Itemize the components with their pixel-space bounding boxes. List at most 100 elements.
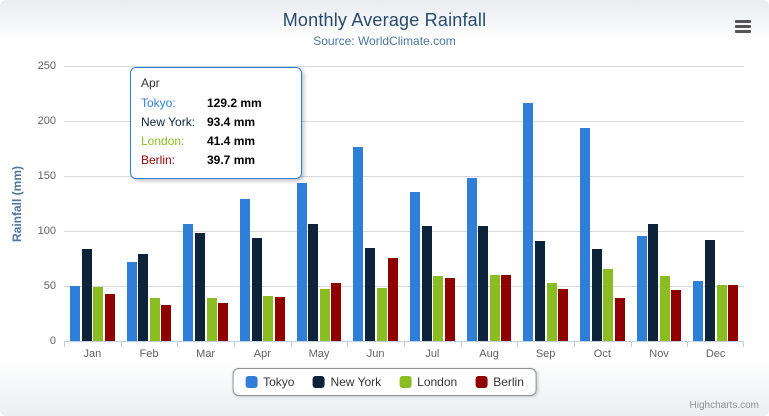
bar-new-york-oct[interactable] [591, 249, 602, 341]
x-axis-tick [177, 342, 179, 347]
bar-london-jan[interactable] [93, 287, 104, 341]
bar-berlin-apr[interactable] [274, 297, 285, 341]
bar-tokyo-may[interactable] [296, 182, 307, 341]
legend-label-tokyo: Tokyo [263, 375, 295, 389]
bar-tokyo-jun[interactable] [353, 147, 364, 341]
bar-london-feb[interactable] [149, 298, 160, 341]
credits-link[interactable]: Highcharts.com [689, 400, 759, 411]
export-menu-button[interactable] [732, 17, 754, 36]
x-axis-tick [630, 342, 632, 347]
bar-tokyo-oct[interactable] [579, 127, 590, 341]
hamburger-icon [735, 25, 751, 28]
bar-london-jul[interactable] [433, 276, 444, 341]
tooltip-rows: Tokyo: 129.2 mm New York: 93.4 mm London: 41.… [141, 94, 291, 170]
tooltip-series-name: Berlin: [141, 153, 176, 167]
tooltip-series-name: New York: [141, 115, 196, 129]
legend-label-london: London [417, 375, 458, 389]
tooltip-row: Berlin: 39.7 mm [141, 151, 291, 170]
hamburger-icon [735, 20, 751, 23]
bar-berlin-may[interactable] [331, 283, 342, 341]
bar-berlin-sep[interactable] [558, 288, 569, 341]
bar-london-dec[interactable] [716, 284, 727, 341]
x-axis-label: Feb [139, 348, 159, 360]
x-axis-label: Apr [253, 348, 271, 360]
legend-label-new-york: New York [330, 375, 382, 389]
y-axis-label: 150 [37, 170, 56, 182]
x-axis-label: Dec [705, 348, 726, 360]
bar-berlin-jun[interactable] [388, 258, 399, 341]
bar-berlin-mar[interactable] [218, 303, 229, 341]
bar-london-aug[interactable] [489, 275, 500, 341]
bar-london-nov[interactable] [659, 275, 670, 341]
x-axis-label: Oct [593, 348, 611, 360]
bar-new-york-sep[interactable] [534, 240, 545, 341]
bar-new-york-jan[interactable] [81, 249, 92, 341]
bar-new-york-nov[interactable] [648, 223, 659, 341]
bar-london-mar[interactable] [206, 297, 217, 341]
bar-new-york-apr[interactable] [251, 238, 262, 341]
x-axis-tick [404, 342, 405, 347]
bar-tokyo-sep[interactable] [523, 103, 534, 341]
tooltip-row: New York: 93.4 mm [141, 113, 291, 132]
bar-tokyo-dec[interactable] [693, 281, 704, 341]
bar-berlin-feb[interactable] [161, 304, 172, 341]
bar-new-york-mar[interactable] [194, 232, 205, 341]
plot-area: 0 50 100 150 200 250 Jan Feb Mar Apr May Jun Jul Aug S… [38, 60, 744, 360]
legend: Tokyo New York London Berlin [232, 368, 537, 396]
bar-tokyo-jul[interactable] [409, 191, 420, 341]
tooltip-series-name: Tokyo: [141, 96, 176, 110]
legend-item-berlin[interactable]: Berlin [475, 375, 524, 389]
bar-tokyo-nov[interactable] [636, 235, 647, 341]
bar-berlin-jan[interactable] [104, 294, 115, 341]
y-axis-label: 200 [37, 115, 56, 127]
bar-tokyo-jan[interactable] [69, 286, 80, 341]
y-axis-title: Rainfall (mm) [10, 165, 24, 243]
x-axis-tick [743, 342, 744, 347]
chart-subtitle: Source: WorldClimate.com [313, 34, 456, 48]
gridline [64, 176, 744, 177]
x-axis-tick [687, 342, 689, 347]
bar-london-oct[interactable] [603, 269, 614, 341]
x-axis-tick [517, 342, 519, 347]
bar-berlin-oct[interactable] [614, 298, 625, 341]
bar-london-apr[interactable] [263, 295, 274, 341]
bar-new-york-aug[interactable] [478, 226, 489, 341]
bar-berlin-dec[interactable] [728, 284, 739, 341]
bar-new-york-may[interactable] [308, 224, 319, 341]
legend-item-tokyo[interactable]: Tokyo [245, 375, 294, 389]
bar-berlin-jul[interactable] [444, 277, 455, 341]
legend-item-london[interactable]: London [399, 375, 457, 389]
legend-swatch-berlin [475, 376, 488, 388]
x-axis-tick [64, 342, 65, 347]
bar-berlin-nov[interactable] [671, 289, 682, 341]
tooltip-value: 39.7 mm [207, 153, 256, 167]
x-axis-label: Jul [425, 348, 440, 360]
bar-tokyo-mar[interactable] [183, 224, 194, 341]
bar-new-york-jun[interactable] [364, 248, 375, 341]
bar-tokyo-aug[interactable] [466, 177, 477, 341]
bar-london-sep[interactable] [546, 283, 557, 341]
hamburger-icon [735, 30, 751, 33]
bar-london-jun[interactable] [376, 287, 387, 341]
bar-new-york-jul[interactable] [421, 225, 432, 341]
legend-item-new-york[interactable]: New York [312, 375, 381, 389]
legend-swatch-new-york [312, 376, 325, 388]
x-axis-label: Aug [479, 348, 499, 360]
bar-new-york-dec[interactable] [704, 239, 715, 341]
gridline [64, 286, 744, 287]
x-axis-label: Nov [649, 348, 669, 360]
y-axis-label: 0 [49, 335, 56, 347]
bar-tokyo-feb[interactable] [126, 262, 137, 341]
bar-new-york-feb[interactable] [138, 254, 149, 341]
x-axis-tick [120, 342, 122, 347]
bar-london-may[interactable] [319, 289, 330, 341]
tooltip-category: Apr [141, 76, 160, 90]
legend-swatch-london [399, 376, 412, 388]
gridline [64, 231, 744, 232]
bar-tokyo-apr[interactable] [239, 198, 250, 341]
chart-title: Monthly Average Rainfall [282, 10, 487, 30]
x-axis-label: Jun [366, 348, 385, 360]
bar-berlin-aug[interactable] [501, 274, 512, 341]
x-axis-tick [290, 342, 292, 347]
